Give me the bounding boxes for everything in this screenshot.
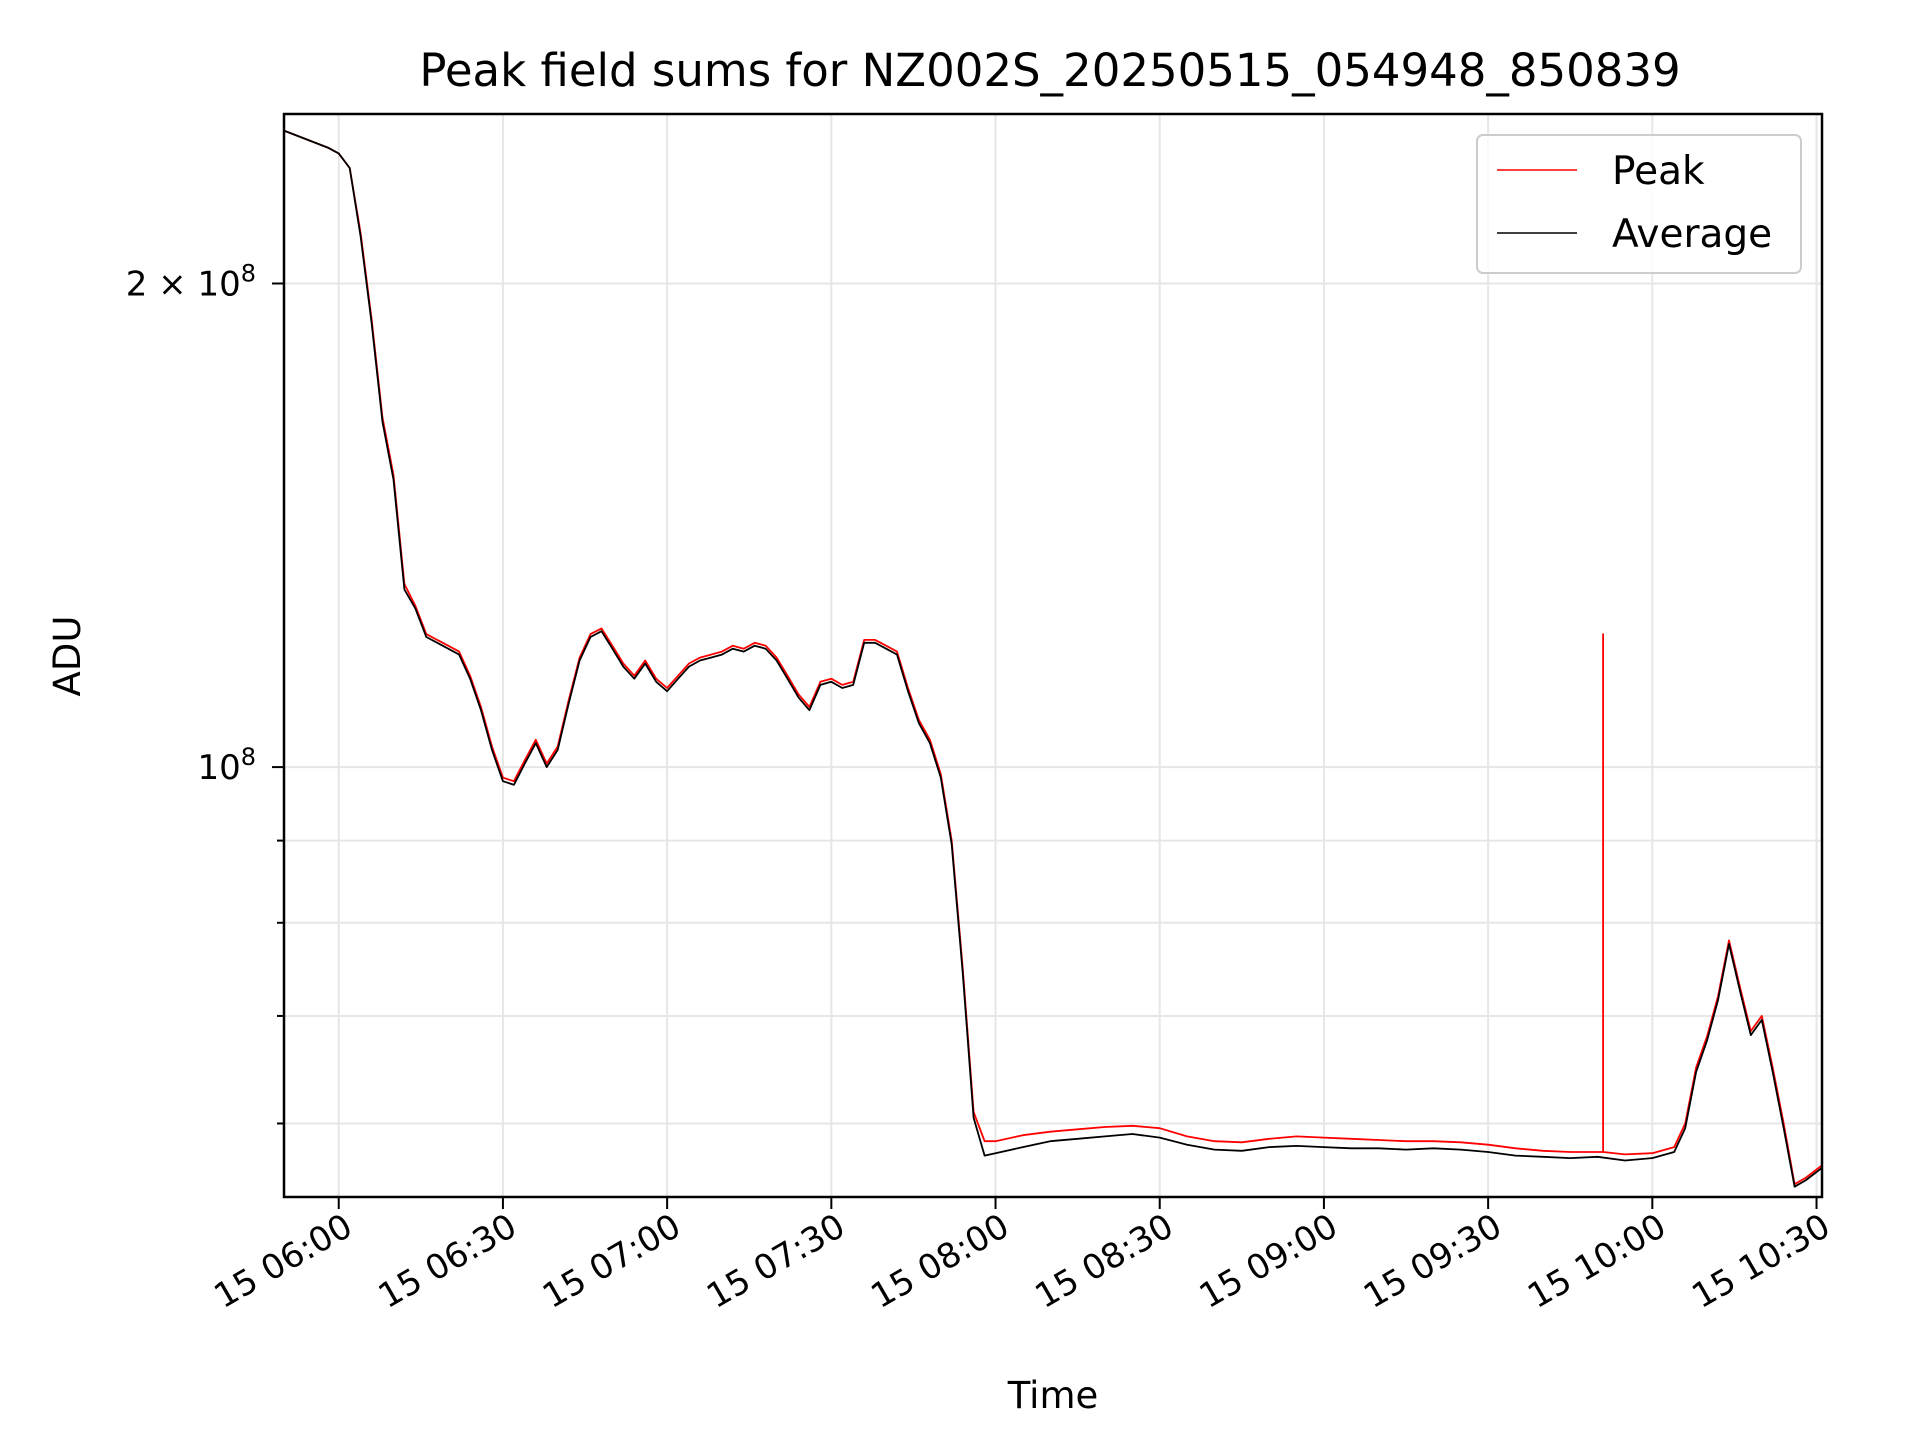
legend: Peak Average [1476, 134, 1802, 274]
plot-area-frame [282, 112, 1824, 1199]
y-axis-label: ADU [46, 616, 89, 697]
series-layer [284, 129, 1822, 1188]
x-tick-label: 15 07:00 [536, 1206, 688, 1317]
legend-label-average: Average [1612, 212, 1772, 257]
x-tick-label: 15 06:00 [208, 1206, 360, 1317]
y-tick-label: 108 [197, 743, 256, 788]
x-tick-label: 15 06:30 [372, 1206, 524, 1317]
grid [284, 114, 1822, 1197]
y-tick-label: 2 × 108 [126, 259, 256, 304]
x-tick-label: 15 08:00 [864, 1206, 1016, 1317]
x-tick-label: 15 09:00 [1193, 1206, 1345, 1317]
legend-label-peak: Peak [1612, 149, 1705, 194]
x-tick-label: 15 07:30 [700, 1206, 852, 1317]
x-tick-label: 15 09:30 [1357, 1206, 1509, 1317]
y-axis-ticks: 108 2 × 108 [126, 259, 284, 1125]
series-line-peak [284, 129, 1822, 1186]
x-tick-label: 15 10:00 [1521, 1206, 1673, 1317]
x-axis-label: Time [1007, 1374, 1099, 1417]
x-axis-ticks: 15 06:00 15 06:30 15 07:00 15 07:30 15 08:00… [208, 1197, 1837, 1317]
x-tick-label: 15 10:30 [1685, 1206, 1837, 1317]
series-line-average [284, 129, 1822, 1188]
chart-title: Peak field sums for NZ002S_20250515_0549… [419, 44, 1680, 97]
x-tick-label: 15 08:30 [1029, 1206, 1181, 1317]
